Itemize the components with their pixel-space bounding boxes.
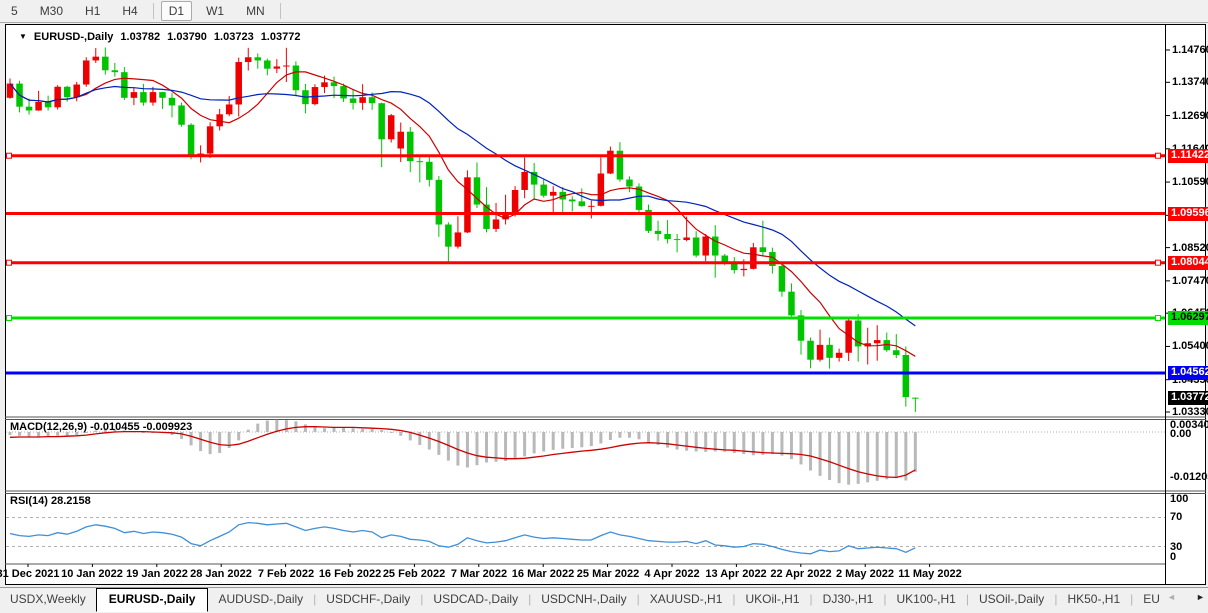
ohlc-high: 1.03790 xyxy=(167,31,207,43)
chart-symbol-label: EURUSD-,Daily xyxy=(33,31,114,43)
chart-collapse-icon[interactable]: ▼ xyxy=(19,32,27,41)
toolbar-divider xyxy=(279,3,281,19)
date-label: 25 Mar 2022 xyxy=(576,568,640,580)
price-tick-label: 1.03330 xyxy=(1172,406,1208,418)
tab-divider: | xyxy=(965,592,969,606)
tab-divider: | xyxy=(809,592,813,606)
chart-tab-bar: USDX,Weekly EURUSD-,Daily AUDUSD-,Daily | US… xyxy=(0,587,1208,613)
rsi-label: RSI(14) 28.2158 xyxy=(10,495,91,507)
bottom-tab-xauusd-h1[interactable]: XAUUSD-,H1 xyxy=(649,592,723,606)
price-badge-1.04562: 1.04562 xyxy=(1168,366,1208,380)
price-tick-label: 1.05400 xyxy=(1172,340,1208,352)
rsi-axis-label: 70 xyxy=(1170,511,1183,523)
tab-divider: | xyxy=(528,592,532,606)
date-label: 28 Jan 2022 xyxy=(190,568,252,580)
bottom-tab-hk50-h1[interactable]: HK50-,H1 xyxy=(1067,592,1121,606)
price-badge-1.03772: 1.03772 xyxy=(1168,391,1208,405)
tab-divider: | xyxy=(732,592,736,606)
price-tick-label: 1.08520 xyxy=(1172,242,1208,254)
rsi-panel-canvas[interactable] xyxy=(6,493,1165,563)
date-label: 25 Feb 2022 xyxy=(382,568,446,580)
timeframe-button-D1[interactable]: D1 xyxy=(160,1,193,21)
tab-divider: | xyxy=(636,592,640,606)
ohlc-low: 1.03723 xyxy=(213,31,254,43)
rsi-axis-label: 100 xyxy=(1170,493,1189,505)
date-label: 7 Feb 2022 xyxy=(257,568,315,580)
bottom-tab-audusd-daily[interactable]: AUDUSD-,Daily xyxy=(218,592,304,606)
toolbar-divider xyxy=(152,3,154,19)
ohlc-open: 1.03782 xyxy=(120,31,161,43)
macd-axis-label: 0.00 xyxy=(1170,428,1192,440)
date-label: 11 May 2022 xyxy=(898,568,962,580)
price-tick-label: 1.07470 xyxy=(1172,275,1208,287)
tab-divider: | xyxy=(420,592,424,606)
price-tick-label: 1.14760 xyxy=(1172,44,1208,56)
price-tick-label: 1.10590 xyxy=(1172,176,1208,188)
timeframe-button-MN[interactable]: MN xyxy=(246,4,265,18)
timeframe-button-H4[interactable]: H4 xyxy=(122,4,138,18)
tab-divider: | xyxy=(1054,592,1058,606)
rsi-axis-label: 0 xyxy=(1170,551,1177,563)
tab-divider: | xyxy=(1130,592,1134,606)
date-label: 16 Feb 2022 xyxy=(318,568,382,580)
date-label: 31 Dec 2021 xyxy=(0,568,60,580)
bottom-tab-usdcad-daily[interactable]: USDCAD-,Daily xyxy=(433,592,519,606)
chart-title: ▼ EURUSD-,Daily 1.03782 1.03790 1.03723 … xyxy=(19,31,300,43)
date-label: 10 Jan 2022 xyxy=(61,568,123,580)
macd-axis-label: 0.003408 xyxy=(1170,419,1208,431)
date-label: 13 Apr 2022 xyxy=(705,568,767,580)
bottom-tab-usoil-daily[interactable]: USOil-,Daily xyxy=(978,592,1045,606)
bottom-tab-usdx-weekly[interactable]: USDX,Weekly xyxy=(10,592,86,606)
rsi-axis-label: 30 xyxy=(1170,541,1183,553)
price-tick-label: 1.13740 xyxy=(1172,76,1208,88)
tab-divider: | xyxy=(313,592,317,606)
tab-scroll-right-icon[interactable]: ► xyxy=(1196,592,1205,602)
tab-divider: | xyxy=(883,592,887,606)
ohlc-close: 1.03772 xyxy=(260,31,301,43)
price-badge-1.06297: 1.06297 xyxy=(1168,311,1208,325)
price-badge-1.11422: 1.11422 xyxy=(1168,149,1208,163)
bottom-tab-dj30-h1[interactable]: DJ30-,H1 xyxy=(822,592,874,606)
bottom-tab-uk100-h1[interactable]: UK100-,H1 xyxy=(896,592,956,606)
macd-axis-label: -0.012058 xyxy=(1170,471,1208,483)
timeframe-button-W1[interactable]: W1 xyxy=(206,4,225,18)
timeframe-button-M30[interactable]: M30 xyxy=(39,4,64,18)
price-badge-1.08044: 1.08044 xyxy=(1168,256,1208,270)
date-label: 16 Mar 2022 xyxy=(511,568,575,580)
bottom-tab-eurusd-daily[interactable]: EURUSD-,Daily xyxy=(95,588,209,612)
timeframe-button-5[interactable]: 5 xyxy=(11,4,18,18)
price-tick-label: 1.12690 xyxy=(1172,110,1208,122)
date-label: 4 Apr 2022 xyxy=(644,568,700,580)
date-label: 2 May 2022 xyxy=(835,568,895,580)
timeframe-toolbar: 5 M30 H1 H4 D1 W1 MN xyxy=(0,0,1208,23)
bottom-tab-ukoil-h1[interactable]: UKOil-,H1 xyxy=(745,592,800,606)
timeframe-button-H1[interactable]: H1 xyxy=(85,4,101,18)
macd-label: MACD(12,26,9) -0.010455 -0.009923 xyxy=(10,421,193,433)
tab-scroll-left-icon[interactable]: ◄ xyxy=(1167,592,1176,602)
price-badge-1.09596: 1.09596 xyxy=(1168,207,1208,221)
bottom-tab-usdcnh-daily[interactable]: USDCNH-,Daily xyxy=(541,592,627,606)
main-chart-canvas[interactable] xyxy=(6,26,1165,417)
date-label: 22 Apr 2022 xyxy=(770,568,832,580)
bottom-tab-usdchf-daily[interactable]: USDCHF-,Daily xyxy=(326,592,411,606)
date-label: 19 Jan 2022 xyxy=(126,568,188,580)
date-label: 7 Mar 2022 xyxy=(450,568,508,580)
bottom-tab-eu[interactable]: EU xyxy=(1143,592,1160,606)
